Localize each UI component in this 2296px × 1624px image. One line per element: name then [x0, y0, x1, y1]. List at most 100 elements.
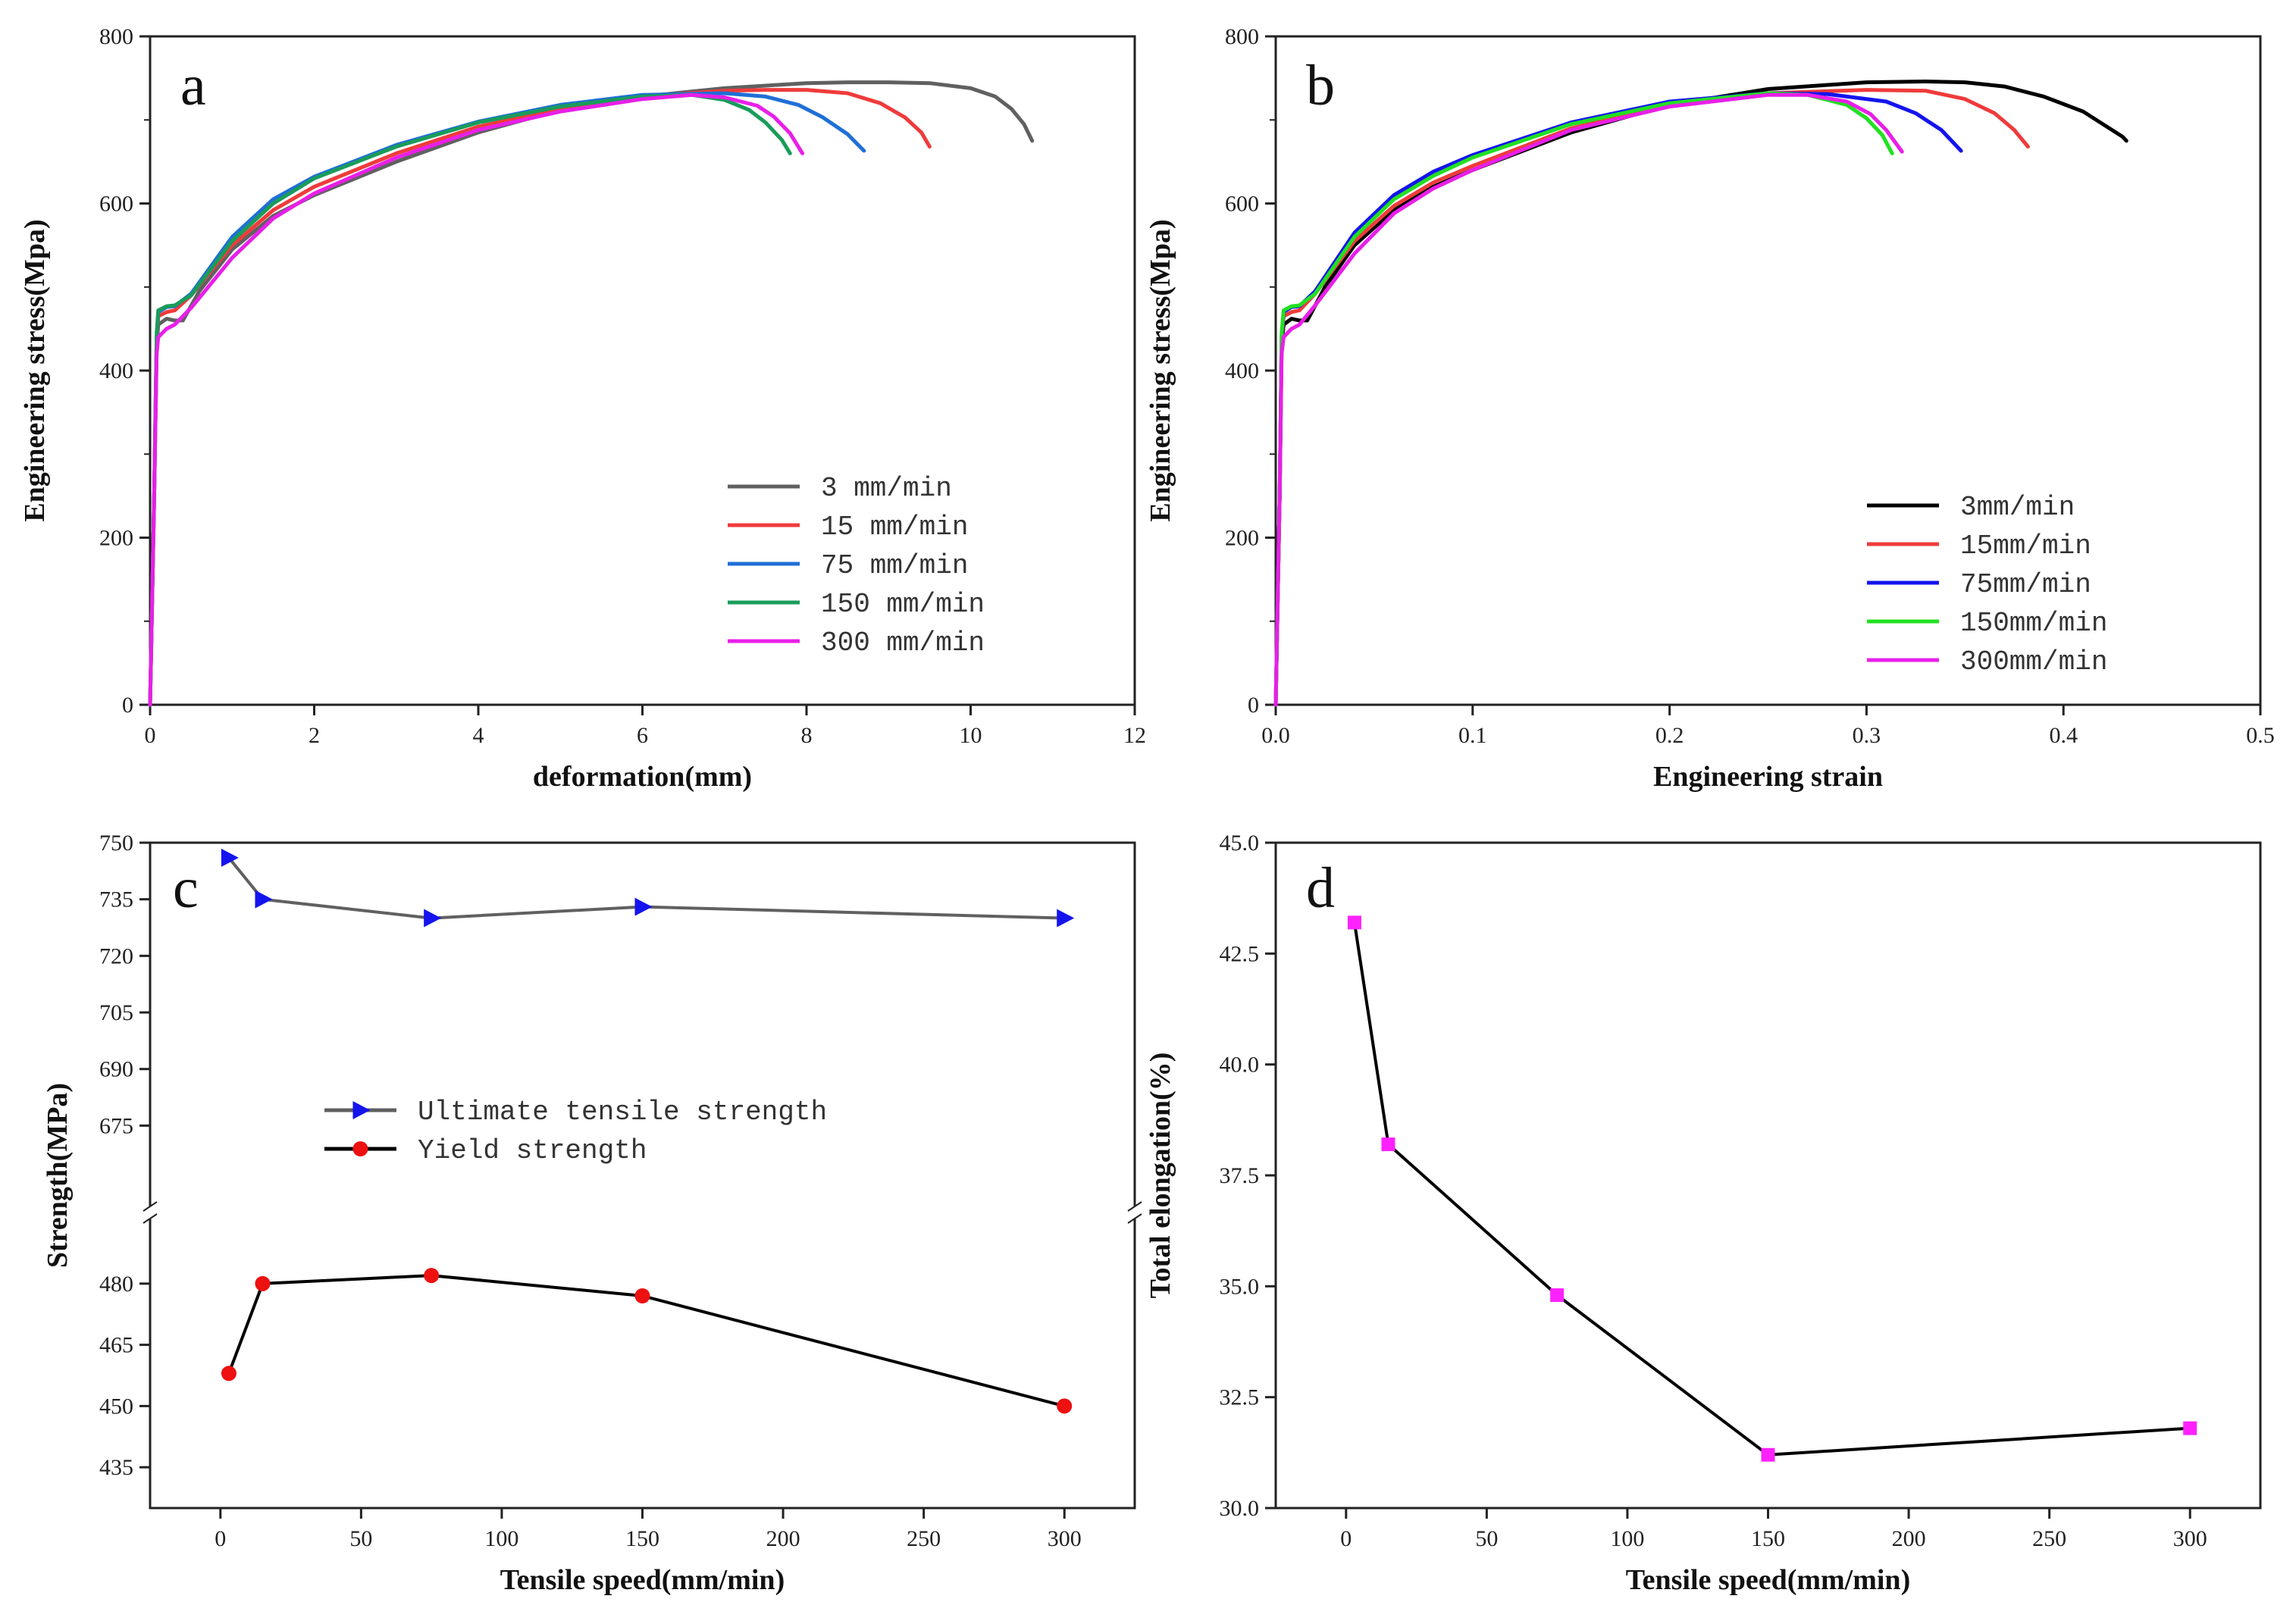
y-axis-title: Total elongation(%)	[1145, 1053, 1176, 1299]
data-point	[221, 848, 239, 867]
panel-label: c	[173, 856, 199, 920]
x-tick-label: 100	[1610, 1526, 1644, 1551]
y-axis-title: Strength(MPa)	[42, 1083, 74, 1268]
y-tick-label: 800	[99, 24, 133, 49]
y-tick-label: 720	[99, 943, 133, 968]
legend-marker	[352, 1101, 371, 1119]
x-tick-label: 200	[766, 1526, 800, 1551]
y-tick-label: 465	[99, 1333, 133, 1358]
x-axis-title: Tensile speed(mm/min)	[500, 1564, 785, 1596]
y-tick-label: 42.5	[1220, 941, 1260, 966]
legend-label: 75mm/min	[1960, 569, 2091, 600]
y-tick-label: 200	[99, 526, 133, 551]
y-tick-label: 0	[122, 693, 133, 718]
x-tick-label: 0.5	[2246, 723, 2275, 748]
y-tick-label: 37.5	[1220, 1163, 1260, 1188]
x-tick-label: 0.0	[1261, 723, 1290, 748]
x-tick-label: 0.1	[1458, 723, 1487, 748]
y-tick-label: 735	[99, 887, 133, 912]
panel-label: a	[180, 54, 206, 117]
series-line	[148, 92, 792, 707]
x-tick-label: 200	[1892, 1526, 1926, 1551]
x-tick-label: 300	[1048, 1526, 1082, 1551]
panel-d: 0 50 100 150 200 250 300 Tensile speed(mm/min) 3…	[1145, 831, 2262, 1596]
y-tick-label: 600	[99, 192, 133, 217]
series-line	[148, 80, 1035, 707]
panel-c: 0 50 100 150 200 250 300 Tensile speed(mm/min) 6…	[42, 831, 1142, 1596]
legend-label: 75 mm/min	[821, 550, 968, 581]
y-tick-label: 400	[99, 358, 133, 383]
y-tick-label: 750	[99, 831, 133, 856]
x-tick-label: 10	[960, 723, 982, 748]
data-point	[1761, 1447, 1775, 1462]
y-tick-label: 32.5	[1220, 1385, 1260, 1410]
data-point	[634, 897, 653, 916]
x-tick-label: 12	[1123, 723, 1146, 748]
y-tick-label: 40.0	[1220, 1053, 1260, 1078]
legend-label: 15 mm/min	[821, 512, 968, 543]
data-point	[424, 1268, 440, 1284]
axis-break-gap	[1130, 1206, 1139, 1219]
y-tick-label: 435	[99, 1455, 133, 1480]
axis-break-mark	[1127, 1201, 1142, 1212]
panel-label: b	[1306, 54, 1335, 117]
legend-label: Yield strength	[418, 1135, 647, 1166]
x-tick-label: 6	[637, 723, 648, 748]
data-point	[255, 890, 273, 909]
x-tick-label: 0	[215, 1526, 226, 1551]
x-tick-label: 4	[473, 723, 484, 748]
series-line	[1273, 92, 1904, 707]
x-tick-label: 0	[145, 723, 156, 748]
axis-break-mark	[1127, 1213, 1142, 1224]
x-tick-label: 8	[801, 723, 813, 748]
data-point	[1347, 915, 1361, 930]
panel-a: 0 2 4 6 8 10 12 deformation(mm) 0 200 400 600 800 Eng…	[19, 24, 1146, 793]
x-tick-label: 50	[1475, 1526, 1498, 1551]
x-axis-title: Tensile speed(mm/min)	[1626, 1564, 1910, 1596]
x-tick-label: 250	[907, 1526, 941, 1551]
data-point	[255, 1275, 271, 1291]
data-point	[424, 909, 442, 928]
y-tick-label: 400	[1225, 358, 1259, 383]
y-axis-title: Engineering stress(Mpa)	[1145, 219, 1176, 521]
legend-label: 3mm/min	[1960, 492, 2075, 523]
data-point	[1381, 1137, 1395, 1152]
axis-break-mark	[143, 1213, 158, 1224]
x-axis-title: Engineering strain	[1653, 761, 1883, 793]
x-axis-title: deformation(mm)	[533, 761, 752, 793]
y-tick-label: 690	[99, 1057, 133, 1082]
panel-label: d	[1306, 856, 1335, 920]
y-tick-label: 705	[99, 1000, 133, 1025]
y-axis-title: Engineering stress(Mpa)	[19, 219, 51, 521]
axis-break-gap	[146, 1206, 155, 1219]
y-tick-label: 45.0	[1220, 831, 1260, 856]
axis-break-mark	[143, 1201, 158, 1212]
data-point	[221, 1366, 236, 1381]
y-tick-label: 30.0	[1220, 1496, 1260, 1521]
legend-label: 150mm/min	[1960, 608, 2107, 639]
series-line	[148, 92, 805, 707]
y-tick-label: 200	[1225, 526, 1259, 551]
y-tick-label: 35.0	[1220, 1274, 1260, 1299]
x-tick-label: 300	[2173, 1526, 2207, 1551]
x-tick-label: 50	[349, 1526, 372, 1551]
x-tick-label: 0	[1340, 1526, 1352, 1551]
x-tick-label: 250	[2032, 1526, 2066, 1551]
x-tick-label: 0.2	[1655, 723, 1684, 748]
data-point	[2183, 1421, 2197, 1435]
data-point	[1057, 909, 1075, 928]
series-line	[148, 88, 932, 707]
y-tick-label: 600	[1225, 192, 1259, 217]
legend-label: 300mm/min	[1960, 646, 2107, 677]
data-point	[634, 1288, 650, 1303]
legend-label: 300 mm/min	[821, 627, 985, 659]
x-tick-label: 0.3	[1853, 723, 1881, 748]
x-tick-label: 100	[484, 1526, 518, 1551]
x-tick-label: 2	[309, 723, 320, 748]
x-tick-label: 150	[625, 1526, 659, 1551]
y-tick-label: 450	[99, 1394, 133, 1419]
y-tick-label: 480	[99, 1272, 133, 1297]
legend-marker	[352, 1141, 368, 1156]
series-line	[1273, 91, 1894, 707]
